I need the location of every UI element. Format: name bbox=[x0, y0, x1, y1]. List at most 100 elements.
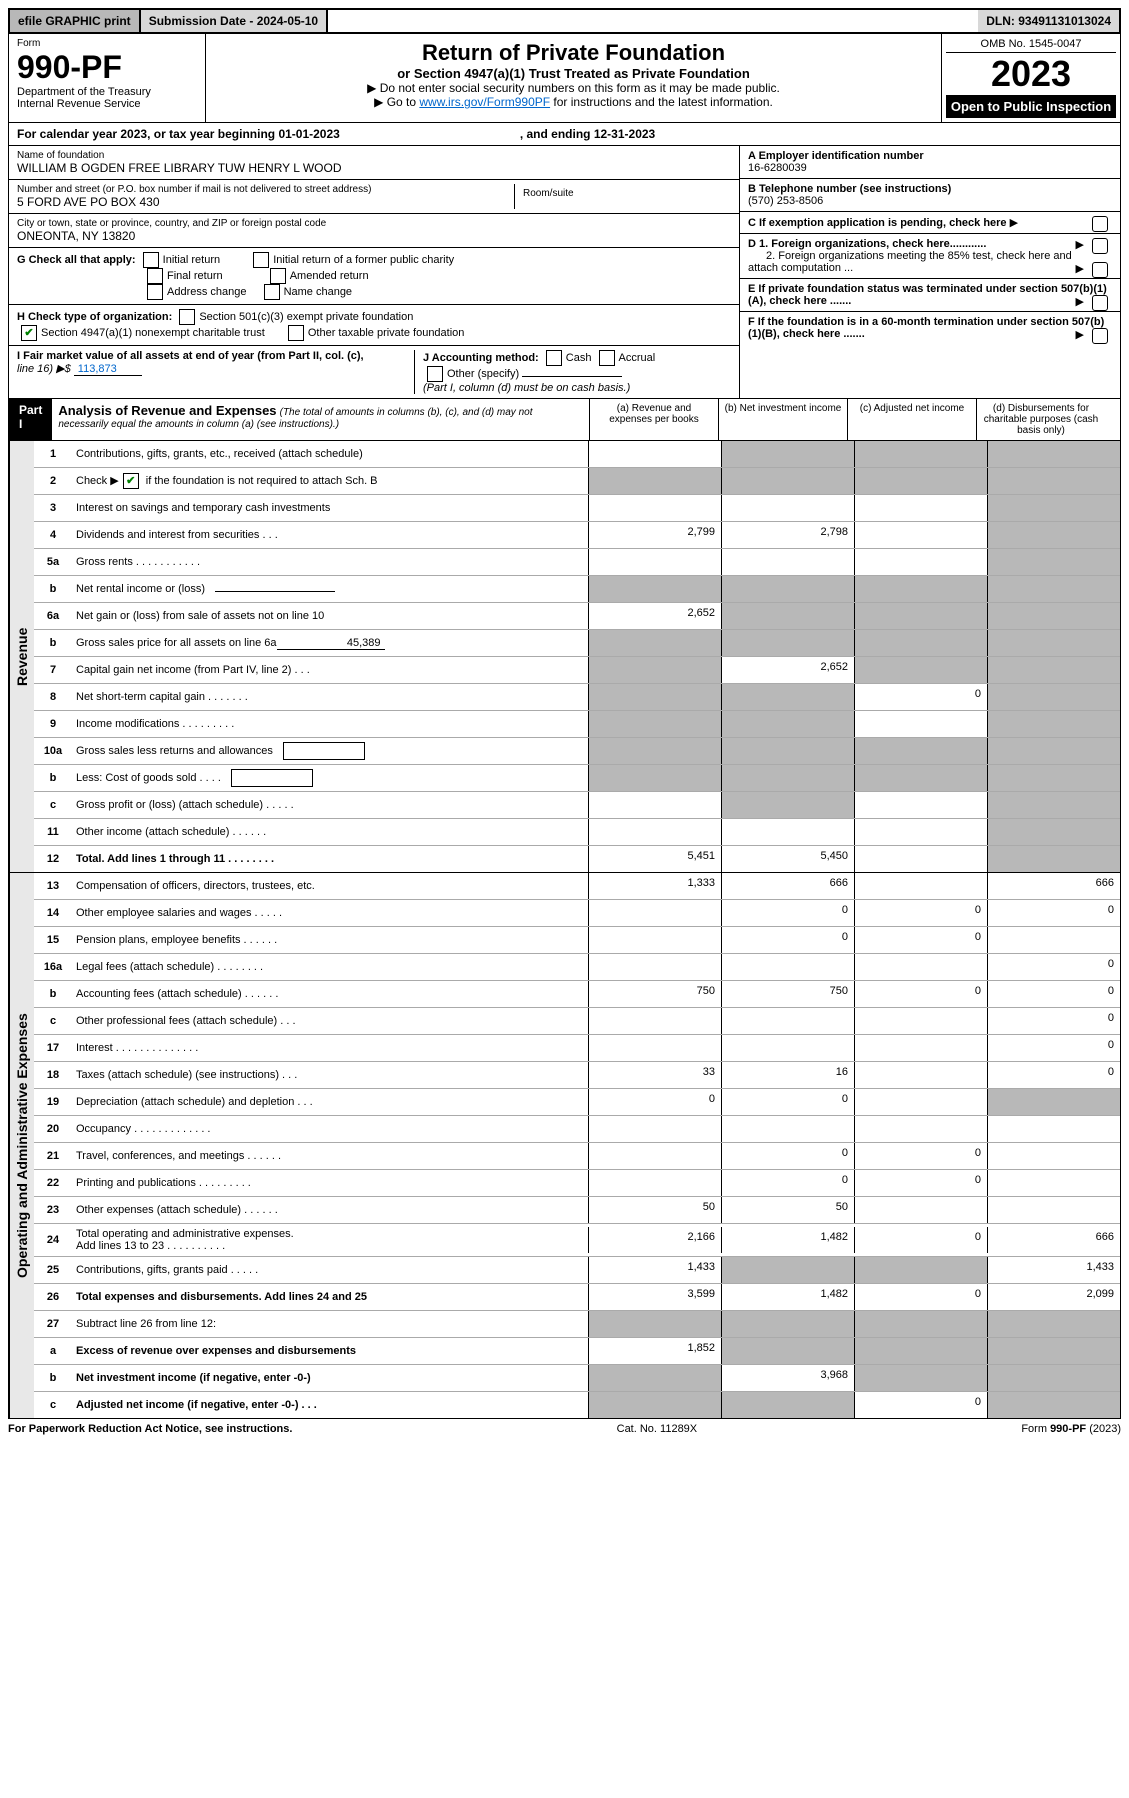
table-row: 15Pension plans, employee benefits . . .… bbox=[34, 927, 1120, 954]
checkbox-initial[interactable] bbox=[143, 252, 159, 268]
g-cell: G Check all that apply: Initial return I… bbox=[9, 248, 739, 305]
checkbox-schb[interactable]: ✔ bbox=[123, 473, 139, 489]
table-row: 25Contributions, gifts, grants paid . . … bbox=[34, 1257, 1120, 1284]
h-cell: H Check type of organization: Section 50… bbox=[9, 305, 739, 346]
g-label: G Check all that apply: bbox=[17, 254, 136, 266]
instr-2: ▶ Go to www.irs.gov/Form990PF for instru… bbox=[212, 95, 935, 109]
g-final: Final return bbox=[167, 270, 223, 282]
h-501: Section 501(c)(3) exempt private foundat… bbox=[199, 311, 413, 323]
city-label: City or town, state or province, country… bbox=[17, 218, 731, 229]
checkbox-4947[interactable]: ✔ bbox=[21, 325, 37, 341]
arrow-icon: ▶ bbox=[1076, 262, 1084, 275]
phone: (570) 253-8506 bbox=[748, 195, 1112, 207]
i-value: 113,873 bbox=[74, 363, 142, 376]
checkbox-other-method[interactable] bbox=[427, 366, 443, 382]
col-c-header: (c) Adjusted net income bbox=[847, 399, 976, 440]
foundation-name: WILLIAM B OGDEN FREE LIBRARY TUW HENRY L… bbox=[17, 161, 731, 175]
phone-cell: B Telephone number (see instructions) (5… bbox=[740, 179, 1120, 212]
table-row: 24Total operating and administrative exp… bbox=[34, 1224, 1120, 1257]
checkbox-addr-change[interactable] bbox=[147, 284, 163, 300]
table-row: 10aGross sales less returns and allowanc… bbox=[34, 738, 1120, 765]
table-row: 5aGross rents . . . . . . . . . . . bbox=[34, 549, 1120, 576]
form-number: 990-PF bbox=[17, 49, 197, 86]
g-initial: Initial return bbox=[163, 254, 220, 266]
j-accrual: Accrual bbox=[619, 352, 656, 364]
expenses-table: Operating and Administrative Expenses 13… bbox=[8, 873, 1121, 1419]
h-label: H Check type of organization: bbox=[17, 311, 172, 323]
submission-date: Submission Date - 2024-05-10 bbox=[141, 10, 328, 32]
calendar-ending: , and ending 12-31-2023 bbox=[520, 127, 655, 141]
table-row: aExcess of revenue over expenses and dis… bbox=[34, 1338, 1120, 1365]
checkbox-501c3[interactable] bbox=[179, 309, 195, 325]
table-row: 4Dividends and interest from securities … bbox=[34, 522, 1120, 549]
calendar-year-row: For calendar year 2023, or tax year begi… bbox=[8, 123, 1121, 146]
form-title: Return of Private Foundation bbox=[212, 40, 935, 66]
checkbox-d1[interactable] bbox=[1092, 238, 1108, 254]
instr-1: ▶ Do not enter social security numbers o… bbox=[212, 81, 935, 95]
checkbox-initial-former[interactable] bbox=[253, 252, 269, 268]
table-row: 1Contributions, gifts, grants, etc., rec… bbox=[34, 441, 1120, 468]
table-row: 16aLegal fees (attach schedule) . . . . … bbox=[34, 954, 1120, 981]
table-row: 13Compensation of officers, directors, t… bbox=[34, 873, 1120, 900]
c-label: C If exemption application is pending, c… bbox=[748, 217, 1007, 229]
c-cell: C If exemption application is pending, c… bbox=[740, 212, 1120, 234]
checkbox-d2[interactable] bbox=[1092, 262, 1108, 278]
header-left: Form 990-PF Department of the Treasury I… bbox=[9, 34, 206, 122]
column-headers: (a) Revenue and expenses per books (b) N… bbox=[589, 399, 1120, 440]
open-public: Open to Public Inspection bbox=[946, 95, 1116, 118]
checkbox-final[interactable] bbox=[147, 268, 163, 284]
info-right: A Employer identification number 16-6280… bbox=[739, 146, 1120, 398]
g-amended: Amended return bbox=[290, 270, 369, 282]
table-row: 9Income modifications . . . . . . . . . bbox=[34, 711, 1120, 738]
form-label: Form bbox=[17, 38, 197, 49]
h-4947: Section 4947(a)(1) nonexempt charitable … bbox=[41, 327, 265, 339]
addr-label: Number and street (or P.O. box number if… bbox=[17, 184, 514, 195]
table-row: bNet investment income (if negative, ent… bbox=[34, 1365, 1120, 1392]
revenue-body: 1Contributions, gifts, grants, etc., rec… bbox=[34, 441, 1120, 872]
table-row: 26Total expenses and disbursements. Add … bbox=[34, 1284, 1120, 1311]
j-other: Other (specify) bbox=[447, 368, 519, 380]
f-label: F If the foundation is in a 60-month ter… bbox=[748, 316, 1104, 340]
col-d-header: (d) Disbursements for charitable purpose… bbox=[976, 399, 1105, 440]
table-row: cGross profit or (loss) (attach schedule… bbox=[34, 792, 1120, 819]
checkbox-amended[interactable] bbox=[270, 268, 286, 284]
table-row: 27Subtract line 26 from line 12: bbox=[34, 1311, 1120, 1338]
checkbox-c[interactable] bbox=[1092, 216, 1108, 232]
d1-label: D 1. Foreign organizations, check here..… bbox=[748, 238, 986, 250]
table-row: 22Printing and publications . . . . . . … bbox=[34, 1170, 1120, 1197]
arrow-icon: ▶ bbox=[1076, 238, 1084, 251]
table-row: bLess: Cost of goods sold . . . . bbox=[34, 765, 1120, 792]
addr-cell: Number and street (or P.O. box number if… bbox=[9, 180, 739, 214]
dept: Department of the Treasury bbox=[17, 86, 197, 98]
table-row: 21Travel, conferences, and meetings . . … bbox=[34, 1143, 1120, 1170]
table-row: cAdjusted net income (if negative, enter… bbox=[34, 1392, 1120, 1418]
checkbox-other-tax[interactable] bbox=[288, 325, 304, 341]
table-row: 2Check ▶✔ if the foundation is not requi… bbox=[34, 468, 1120, 495]
expenses-body: 13Compensation of officers, directors, t… bbox=[34, 873, 1120, 1418]
table-row: 14Other employee salaries and wages . . … bbox=[34, 900, 1120, 927]
checkbox-accrual[interactable] bbox=[599, 350, 615, 366]
footer-center: Cat. No. 11289X bbox=[617, 1423, 698, 1435]
part1-header: Part I Analysis of Revenue and Expenses … bbox=[8, 399, 1121, 441]
checkbox-cash[interactable] bbox=[546, 350, 562, 366]
g-initial-former: Initial return of a former public charit… bbox=[273, 254, 454, 266]
j-label: J Accounting method: bbox=[423, 352, 539, 364]
phone-label: B Telephone number (see instructions) bbox=[748, 183, 1112, 195]
i-line: line 16) ▶$ bbox=[17, 363, 74, 375]
ein-cell: A Employer identification number 16-6280… bbox=[740, 146, 1120, 179]
arrow-icon: ▶ bbox=[1010, 216, 1018, 229]
name-cell: Name of foundation WILLIAM B OGDEN FREE … bbox=[9, 146, 739, 180]
footer: For Paperwork Reduction Act Notice, see … bbox=[8, 1419, 1121, 1439]
revenue-table: Revenue 1Contributions, gifts, grants, e… bbox=[8, 441, 1121, 873]
h-other: Other taxable private foundation bbox=[308, 327, 465, 339]
table-row: 20Occupancy . . . . . . . . . . . . . bbox=[34, 1116, 1120, 1143]
table-row: 17Interest . . . . . . . . . . . . . .0 bbox=[34, 1035, 1120, 1062]
col-a-header: (a) Revenue and expenses per books bbox=[589, 399, 718, 440]
instr2-post: for instructions and the latest informat… bbox=[550, 95, 773, 109]
checkbox-name-change[interactable] bbox=[264, 284, 280, 300]
checkbox-f[interactable] bbox=[1092, 328, 1108, 344]
checkbox-e[interactable] bbox=[1092, 295, 1108, 311]
footer-left: For Paperwork Reduction Act Notice, see … bbox=[8, 1423, 292, 1435]
name-label: Name of foundation bbox=[17, 150, 731, 161]
instr-link[interactable]: www.irs.gov/Form990PF bbox=[419, 95, 550, 109]
